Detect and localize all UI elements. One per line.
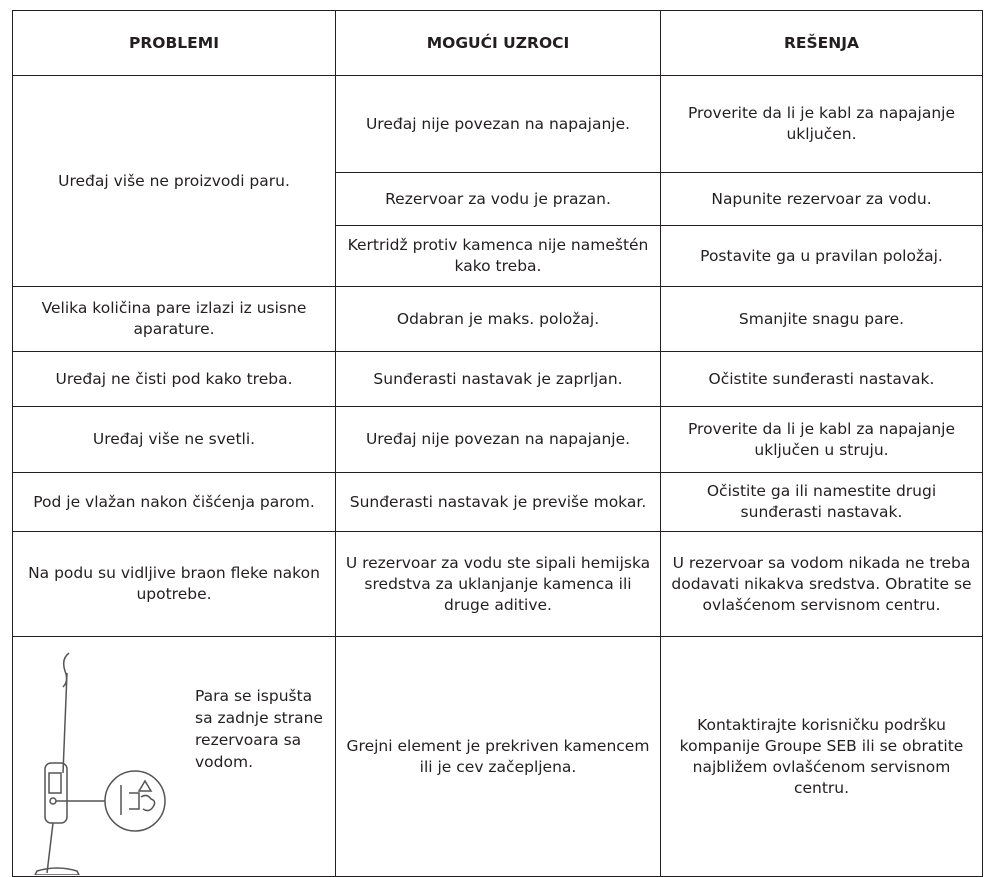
solution-cell: Proverite da li je kabl za napajanje ukl… bbox=[660, 75, 983, 173]
table-body: Uređaj više ne proizvodi paru. Uređaj nij… bbox=[12, 75, 983, 877]
table-row: Na podu su vidljive braon fleke nakon up… bbox=[12, 531, 983, 637]
problem-cell: Na podu su vidljive braon fleke nakon up… bbox=[12, 531, 336, 637]
problem-cell: Uređaj više ne svetli. bbox=[12, 406, 336, 473]
solution-cell: Postavite ga u pravilan položaj. bbox=[660, 225, 983, 287]
cause-cell: Grejni element je prekriven kamencem ili… bbox=[335, 636, 661, 877]
troubleshooting-table: PROBLEMI MOGUĆI UZROCI REŠENJA Uređaj vi… bbox=[12, 10, 983, 877]
header-row: PROBLEMI MOGUĆI UZROCI REŠENJA bbox=[12, 10, 983, 76]
table-row: Para se ispušta sa zadnje strane rezervo… bbox=[12, 636, 983, 877]
problem-cell: Para se ispušta sa zadnje strane rezervo… bbox=[12, 636, 336, 877]
solution-cell: Očistite sunđerasti nastavak. bbox=[660, 351, 983, 407]
cause-cell: Rezervoar za vodu je prazan. bbox=[335, 172, 661, 226]
problem-cell: Uređaj više ne proizvodi paru. bbox=[12, 75, 336, 287]
table-row: Rezervoar za vodu je prazan. Napunite rez… bbox=[13, 172, 983, 226]
cause-cell: Kertridž protiv kamenca nije nameštén ka… bbox=[335, 225, 661, 287]
solution-cell: U rezervoar sa vodom nikada ne treba dod… bbox=[660, 531, 983, 637]
cause-cell: Uređaj nije povezan na napajanje. bbox=[335, 406, 661, 473]
table-row: Uređaj ne čisti pod kako treba. Sunđerast… bbox=[12, 351, 983, 407]
cause-cell: Odabran je maks. položaj. bbox=[335, 286, 661, 352]
problem-text: Para se ispušta sa zadnje strane rezervo… bbox=[195, 687, 323, 771]
solution-cell: Kontaktirajte korisničku podršku kompani… bbox=[660, 636, 983, 877]
problem-cell: Velika količina pare izlazi iz usisne ap… bbox=[12, 286, 336, 352]
cause-cell: Uređaj nije povezan na napajanje. bbox=[335, 75, 661, 173]
table-row: Uređaj više ne svetli. Uređaj nije poveza… bbox=[12, 406, 983, 473]
solution-cell: Smanjite snagu pare. bbox=[660, 286, 983, 352]
solution-cell: Očistite ga ili namestite drugi sunđeras… bbox=[660, 472, 983, 532]
header-cell: MOGUĆI UZROCI bbox=[335, 10, 661, 76]
illustration bbox=[34, 652, 166, 875]
header-cell: PROBLEMI bbox=[12, 10, 336, 76]
cause-cell: Sunđerasti nastavak je previše mokar. bbox=[335, 472, 661, 532]
table-row: Kertridž protiv kamenca nije nameštén ka… bbox=[13, 225, 983, 287]
problem-cell: Uređaj ne čisti pod kako treba. bbox=[12, 351, 336, 407]
header-cell: REŠENJA bbox=[660, 10, 983, 76]
cause-cell: U rezervoar za vodu ste sipali hemijska … bbox=[335, 531, 661, 637]
problem-cell: Pod je vlažan nakon čišćenja parom. bbox=[12, 472, 336, 532]
table-row: Uređaj više ne proizvodi paru. Uređaj nij… bbox=[12, 75, 983, 287]
solution-cell: Proverite da li je kabl za napajanje ukl… bbox=[660, 406, 983, 473]
solution-cell: Napunite rezervoar za vodu. bbox=[660, 172, 983, 226]
table-row: Velika količina pare izlazi iz usisne ap… bbox=[12, 286, 983, 352]
table-row: Pod je vlažan nakon čišćenja parom. Sunđe… bbox=[12, 472, 983, 532]
cause-cell: Sunđerasti nastavak je zaprljan. bbox=[335, 351, 661, 407]
